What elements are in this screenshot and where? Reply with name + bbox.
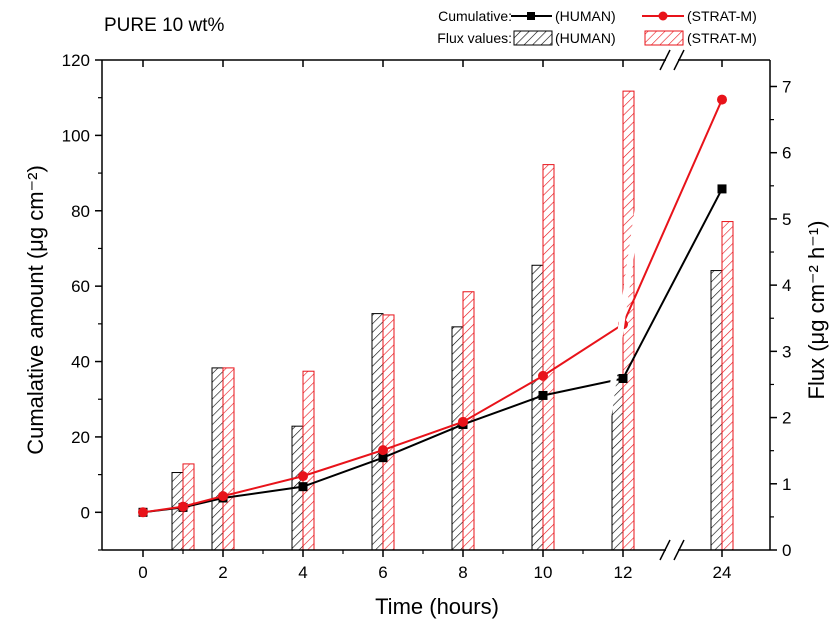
y-right-tick-label-0: 0 <box>782 541 791 560</box>
legend-strat-flux: (STRAT-M) <box>687 30 757 46</box>
cumulative-point-strat-0 <box>138 507 148 518</box>
y-right-tick-label-6: 6 <box>782 144 791 163</box>
x-tick-label-24: 24 <box>713 563 732 582</box>
legend-human-flux: (HUMAN) <box>555 30 616 46</box>
y-left-tick-label-80: 80 <box>71 202 90 221</box>
cumulative-point-strat-24 <box>717 94 727 105</box>
y-ticks-left: 0 20 40 60 80 100 120 <box>62 51 102 551</box>
cumulative-point-strat-10 <box>538 370 548 381</box>
y-right-tick-label-5: 5 <box>782 210 791 229</box>
axis-break-mark-top-b <box>673 49 685 71</box>
y-axis-title-left: Cumalative amount (μg cm⁻²) <box>23 165 48 455</box>
legend-strat-cumulative: (STRAT-M) <box>687 8 757 24</box>
axes-frame <box>101 49 771 561</box>
axis-break-mark-bottom-b <box>673 539 685 561</box>
x-tick-label-6: 6 <box>378 563 387 582</box>
flux-bar-strat-24 <box>721 221 734 551</box>
cumulative-point-human-6 <box>378 453 388 463</box>
legend-hatch-human <box>513 30 553 46</box>
chart-title: PURE 10 wt% <box>104 15 224 36</box>
legend-row2-label: Flux values: <box>437 30 512 46</box>
y-right-tick-label-2: 2 <box>782 409 791 428</box>
flux-bar-strat-2 <box>222 367 235 551</box>
cumulative-lines <box>138 62 727 548</box>
x-tick-label-4: 4 <box>298 563 307 582</box>
x-tick-label-0: 0 <box>138 563 147 582</box>
flux-bar-human-8 <box>451 326 464 551</box>
x-tick-label-8: 8 <box>458 563 467 582</box>
cumulative-point-human-10 <box>538 390 548 400</box>
x-tick-label-10: 10 <box>534 563 553 582</box>
y-right-tick-label-7: 7 <box>782 77 791 96</box>
legend-human-cumulative: (HUMAN) <box>555 8 616 24</box>
axis-break-mark-bottom-a <box>659 539 671 561</box>
x-tick-label-12: 12 <box>614 563 633 582</box>
y-ticks-right: 0 1 2 3 4 5 6 7 <box>770 77 791 560</box>
y-left-tick-label-60: 60 <box>71 277 90 296</box>
cumulative-point-strat-6 <box>378 445 388 456</box>
flux-bar-human-2 <box>211 367 224 551</box>
cumulative-point-strat-8 <box>458 416 468 427</box>
y-left-tick-label-120: 120 <box>62 51 90 70</box>
y-right-tick-label-1: 1 <box>782 475 791 494</box>
flux-bars <box>171 90 734 551</box>
y-left-tick-label-0: 0 <box>81 503 90 522</box>
cumulative-point-strat-2 <box>218 491 228 502</box>
y-left-tick-label-100: 100 <box>62 126 90 145</box>
flux-bar-strat-6 <box>382 314 395 551</box>
cumulative-point-human-4 <box>298 482 308 492</box>
cumulative-point-human-12 <box>618 374 628 383</box>
legend-hatch-strat <box>644 30 684 46</box>
axis-break-gap <box>586 62 662 548</box>
axis-break-mark-top-a <box>659 49 671 71</box>
flux-bar-strat-10 <box>542 164 555 551</box>
legend-row1-label: Cumulative: <box>438 8 512 24</box>
y-left-tick-label-40: 40 <box>71 353 90 372</box>
flux-bar-strat-4 <box>302 370 315 551</box>
y-axis-title-right: Flux (μg cm⁻² h⁻¹) <box>804 221 829 400</box>
flux-bar-human-6 <box>371 313 384 551</box>
y-right-tick-label-4: 4 <box>782 276 791 295</box>
flux-bar-human-10 <box>531 264 544 551</box>
legend-marker-human <box>527 12 535 20</box>
x-tick-label-2: 2 <box>218 563 227 582</box>
y-right-tick-label-3: 3 <box>782 342 791 361</box>
cumulative-point-strat-1 <box>178 501 188 512</box>
x-ticks: 0 2 4 6 8 10 12 24 <box>138 60 731 582</box>
flux-bar-human-24 <box>710 270 723 551</box>
legend: Cumulative: Flux values: (HUMAN) (STRAT-… <box>437 8 756 46</box>
legend-marker-strat <box>658 11 668 21</box>
cumulative-point-strat-4 <box>298 471 308 482</box>
cumulative-point-human-24 <box>717 184 727 194</box>
x-axis-title: Time (hours) <box>375 594 499 619</box>
flux-bar-human-12 <box>611 374 624 551</box>
y-left-tick-label-20: 20 <box>71 428 90 447</box>
